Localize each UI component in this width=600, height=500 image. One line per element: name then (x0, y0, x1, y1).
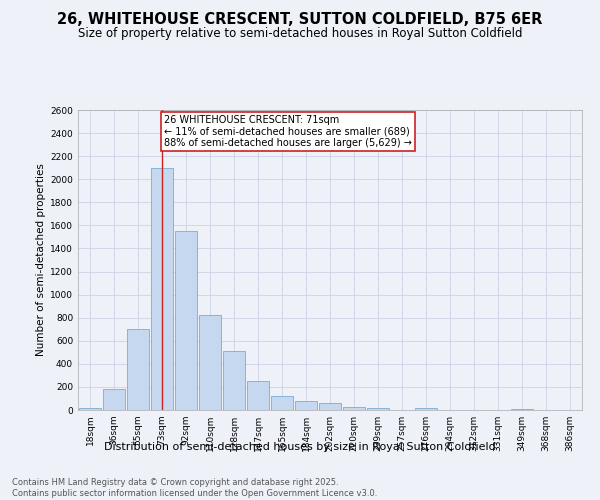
Bar (223, 351, 245, 410)
Bar (415, 408, 437, 410)
Text: 26, WHITEHOUSE CRESCENT, SUTTON COLDFIELD, B75 6ER: 26, WHITEHOUSE CRESCENT, SUTTON COLDFIEL… (58, 12, 542, 28)
Text: Distribution of semi-detached houses by size in Royal Sutton Coldfield: Distribution of semi-detached houses by … (104, 442, 496, 452)
Bar (103, 389, 125, 410)
Bar (367, 408, 389, 410)
Bar (199, 316, 221, 410)
Bar (79, 408, 101, 410)
Text: Contains HM Land Registry data © Crown copyright and database right 2025.
Contai: Contains HM Land Registry data © Crown c… (12, 478, 377, 498)
Bar (343, 406, 365, 410)
Text: Size of property relative to semi-detached houses in Royal Sutton Coldfield: Size of property relative to semi-detach… (78, 28, 522, 40)
Bar (175, 231, 197, 410)
Bar (319, 403, 341, 410)
Y-axis label: Number of semi-detached properties: Number of semi-detached properties (36, 164, 46, 356)
Bar (127, 329, 149, 410)
Bar (511, 409, 533, 410)
Bar (271, 396, 293, 410)
Bar (151, 168, 173, 410)
Bar (247, 381, 269, 410)
Text: 26 WHITEHOUSE CRESCENT: 71sqm
← 11% of semi-detached houses are smaller (689)
88: 26 WHITEHOUSE CRESCENT: 71sqm ← 11% of s… (164, 114, 412, 148)
Bar (295, 401, 317, 410)
